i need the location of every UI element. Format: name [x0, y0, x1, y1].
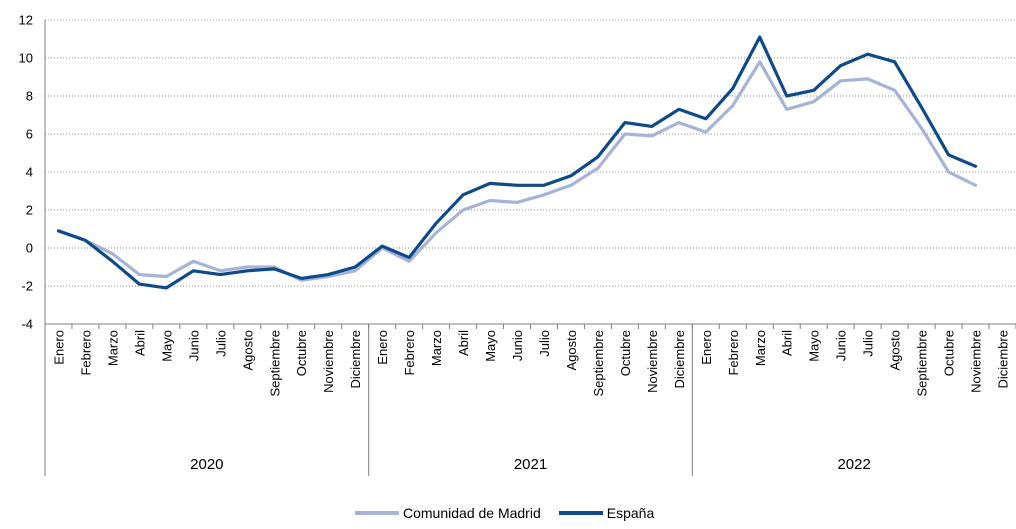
x-tick-label: Enero	[51, 330, 66, 365]
legend-label-espana: España	[606, 505, 655, 521]
x-tick-label: Enero	[375, 330, 390, 365]
series-lines	[56, 35, 978, 290]
legend-item-espana: España	[558, 505, 655, 521]
y-tick-label: 2	[26, 203, 33, 218]
y-tick-label: 6	[26, 127, 33, 142]
x-tick-label: Octubre	[618, 330, 633, 376]
x-tick-label: Julio	[861, 330, 876, 357]
x-tick-label: Febrero	[726, 330, 741, 376]
y-tick-label: 12	[19, 13, 33, 28]
axes	[44, 20, 1016, 476]
year-label: 2022	[837, 456, 870, 473]
legend-swatch-espana	[558, 511, 603, 515]
x-tick-label: Diciembre	[348, 330, 363, 389]
line-chart: -4 -2 0 2 4 6 8 10 12 Enero Febrero Marzo Abril Mayo J…	[19, 13, 1016, 476]
y-tick-label: 4	[26, 165, 33, 180]
year-label: 2020	[190, 456, 223, 473]
gridlines	[45, 19, 1016, 287]
x-tick-label: Septiembre	[267, 330, 282, 396]
x-tick-label: Junio	[510, 330, 525, 361]
x-tick-label: Marzo	[105, 330, 120, 366]
x-tick-label: Mayo	[807, 330, 822, 362]
x-tick-label: Diciembre	[996, 330, 1011, 389]
x-tick-label: Abril	[132, 330, 147, 356]
series-line-madrid	[56, 60, 978, 282]
x-tick-label: Julio	[537, 330, 552, 357]
x-tick-label: Junio	[834, 330, 849, 361]
x-tick-label: Septiembre	[915, 330, 930, 396]
x-tick-label: Mayo	[483, 330, 498, 362]
x-tick-label: Febrero	[78, 330, 93, 376]
y-tick-label: -4	[21, 317, 33, 332]
x-tick-label: Octubre	[294, 330, 309, 376]
y-tick-label: 0	[26, 241, 33, 256]
x-tick-label: Octubre	[942, 330, 957, 376]
tick-labels: -4 -2 0 2 4 6 8 10 12 Enero Febrero Marzo Abril Mayo J…	[19, 13, 1011, 474]
y-tick-label: -2	[21, 279, 33, 294]
y-tick-label: 8	[26, 89, 33, 104]
y-tick-label: 10	[19, 51, 33, 66]
x-tick-label: Enero	[699, 330, 714, 365]
x-tick-label: Mayo	[159, 330, 174, 362]
x-tick-label: Marzo	[753, 330, 768, 366]
x-tick-label: Septiembre	[591, 330, 606, 396]
x-tick-label: Junio	[186, 330, 201, 361]
year-label: 2021	[514, 456, 547, 473]
legend-label-madrid: Comunidad de Madrid	[403, 505, 541, 521]
x-tick-label: Abril	[780, 330, 795, 356]
x-tick-label: Abril	[456, 330, 471, 356]
legend-swatch-madrid	[355, 511, 399, 515]
x-tick-label: Noviembre	[969, 330, 984, 393]
series-line-espana	[56, 35, 978, 290]
x-tick-label: Agosto	[564, 330, 579, 370]
x-tick-label: Noviembre	[321, 330, 336, 393]
x-tick-label: Noviembre	[645, 330, 660, 393]
x-tick-label: Marzo	[429, 330, 444, 366]
legend-item-madrid: Comunidad de Madrid	[355, 505, 541, 521]
x-tick-label: Agosto	[888, 330, 903, 370]
x-tick-label: Agosto	[240, 330, 255, 370]
x-tick-label: Febrero	[402, 330, 417, 376]
legend: Comunidad de Madrid España	[355, 505, 654, 521]
x-tick-label: Diciembre	[672, 330, 687, 389]
x-tick-label: Julio	[213, 330, 228, 357]
